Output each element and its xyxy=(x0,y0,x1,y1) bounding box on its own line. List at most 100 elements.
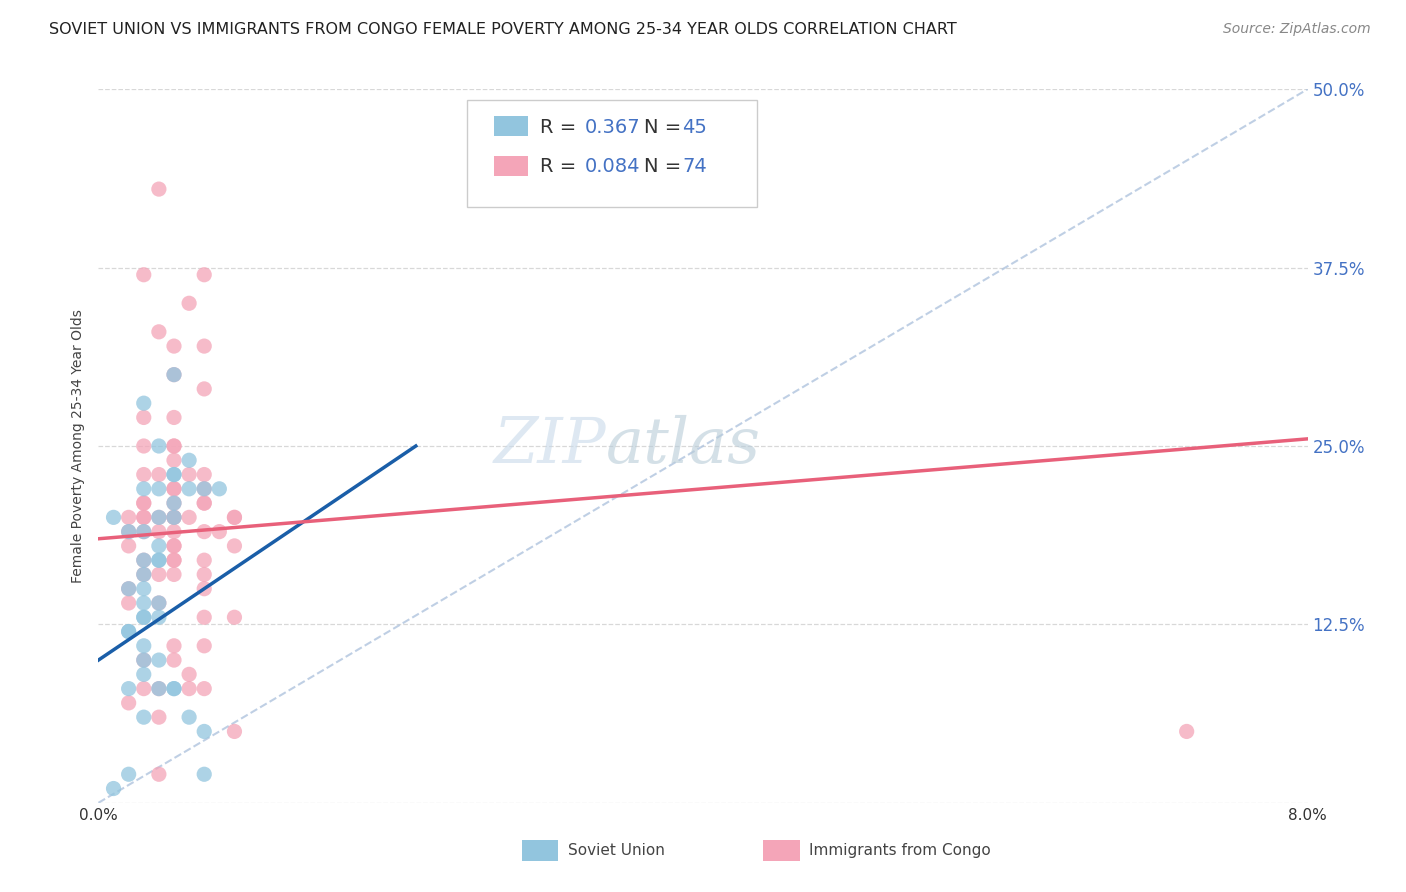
Point xyxy=(148,767,170,781)
Text: 45: 45 xyxy=(682,118,707,136)
Point xyxy=(103,781,125,796)
Point xyxy=(179,710,201,724)
Point xyxy=(224,510,246,524)
Point xyxy=(148,567,170,582)
Point xyxy=(163,553,186,567)
Point xyxy=(193,268,215,282)
Point xyxy=(224,539,246,553)
Point xyxy=(148,539,170,553)
Point xyxy=(118,524,141,539)
Point xyxy=(148,439,170,453)
Point xyxy=(163,467,186,482)
Point xyxy=(163,681,186,696)
Text: SOVIET UNION VS IMMIGRANTS FROM CONGO FEMALE POVERTY AMONG 25-34 YEAR OLDS CORRE: SOVIET UNION VS IMMIGRANTS FROM CONGO FE… xyxy=(49,22,957,37)
Point xyxy=(163,453,186,467)
Point xyxy=(118,510,141,524)
Point xyxy=(148,681,170,696)
Point xyxy=(163,681,186,696)
Point xyxy=(148,553,170,567)
Point xyxy=(193,496,215,510)
Point xyxy=(148,510,170,524)
Point xyxy=(179,681,201,696)
Point xyxy=(224,724,246,739)
Point xyxy=(163,439,186,453)
Point xyxy=(193,567,215,582)
Point xyxy=(163,539,186,553)
Point xyxy=(103,510,125,524)
Point xyxy=(163,368,186,382)
Text: N =: N = xyxy=(644,118,688,136)
Point xyxy=(148,467,170,482)
Point xyxy=(163,524,186,539)
Point xyxy=(148,596,170,610)
Point xyxy=(179,510,201,524)
Text: Soviet Union: Soviet Union xyxy=(568,843,665,858)
Point xyxy=(179,482,201,496)
Text: Source: ZipAtlas.com: Source: ZipAtlas.com xyxy=(1223,22,1371,37)
Point xyxy=(179,467,201,482)
Text: 0.084: 0.084 xyxy=(585,157,640,176)
Point xyxy=(118,582,141,596)
Point xyxy=(193,482,215,496)
Point xyxy=(163,510,186,524)
Point xyxy=(224,510,246,524)
Point xyxy=(132,482,155,496)
Point xyxy=(208,524,231,539)
Point xyxy=(148,681,170,696)
Point xyxy=(132,496,155,510)
Text: atlas: atlas xyxy=(606,415,761,477)
Point xyxy=(132,667,155,681)
Point xyxy=(132,524,155,539)
Point xyxy=(193,524,215,539)
Point xyxy=(163,482,186,496)
Point xyxy=(132,610,155,624)
Point xyxy=(163,510,186,524)
Point xyxy=(148,482,170,496)
Point xyxy=(193,681,215,696)
Point xyxy=(148,510,170,524)
Point xyxy=(148,553,170,567)
Point xyxy=(132,710,155,724)
Text: R =: R = xyxy=(540,157,582,176)
Point xyxy=(193,610,215,624)
Point xyxy=(132,582,155,596)
Point xyxy=(132,467,155,482)
Point xyxy=(132,510,155,524)
Point xyxy=(132,681,155,696)
FancyBboxPatch shape xyxy=(494,155,527,176)
Point xyxy=(132,653,155,667)
Point xyxy=(163,482,186,496)
Point xyxy=(132,567,155,582)
Point xyxy=(193,482,215,496)
Text: ZIP: ZIP xyxy=(494,415,606,477)
Point xyxy=(193,496,215,510)
Point xyxy=(118,767,141,781)
Point xyxy=(132,639,155,653)
Point xyxy=(179,667,201,681)
Point xyxy=(163,467,186,482)
Point xyxy=(148,524,170,539)
Point xyxy=(163,539,186,553)
Point xyxy=(132,610,155,624)
Point xyxy=(163,653,186,667)
Point xyxy=(193,724,215,739)
Point xyxy=(163,439,186,453)
Point xyxy=(118,624,141,639)
Point xyxy=(148,182,170,196)
Point xyxy=(163,496,186,510)
FancyBboxPatch shape xyxy=(522,840,558,862)
Point xyxy=(132,567,155,582)
Point xyxy=(118,596,141,610)
Text: 0.367: 0.367 xyxy=(585,118,640,136)
Point xyxy=(163,410,186,425)
Text: N =: N = xyxy=(644,157,688,176)
Point xyxy=(179,296,201,310)
Point xyxy=(132,496,155,510)
Point xyxy=(163,639,186,653)
Point xyxy=(193,382,215,396)
Point xyxy=(132,524,155,539)
Text: 74: 74 xyxy=(682,157,707,176)
Point xyxy=(118,539,141,553)
Point xyxy=(132,553,155,567)
Point xyxy=(132,553,155,567)
